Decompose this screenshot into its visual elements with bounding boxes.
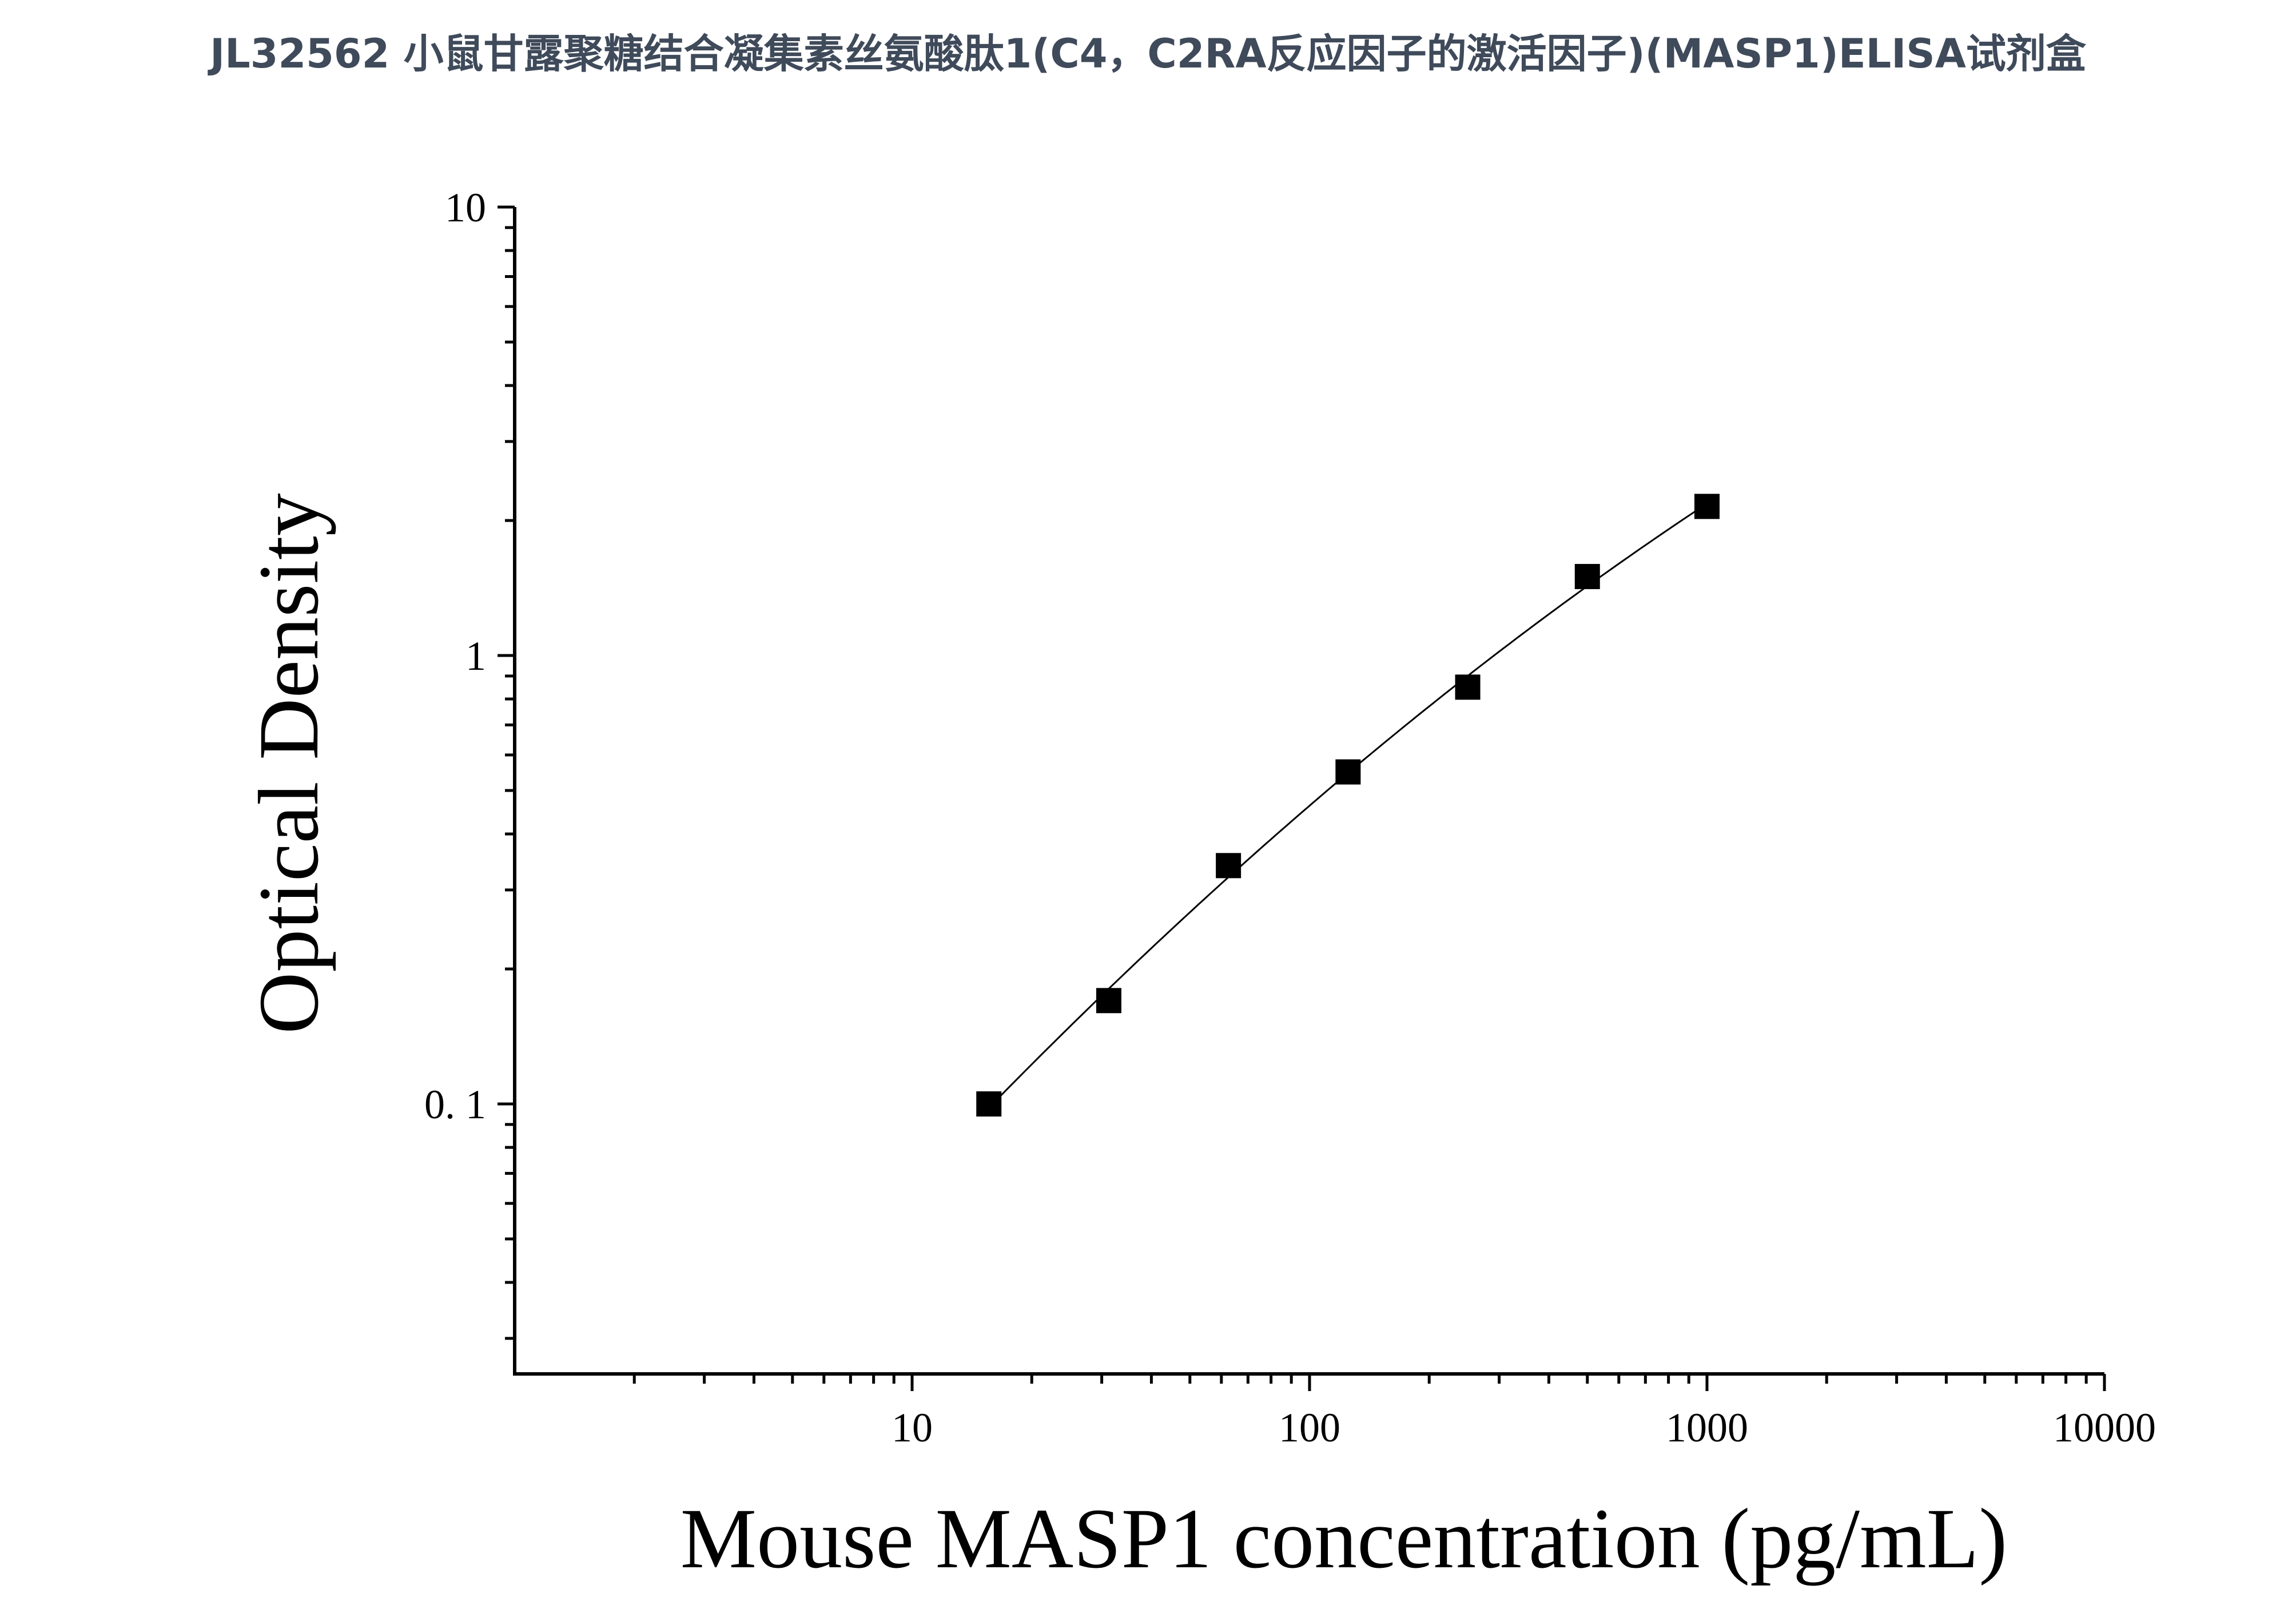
x-tick-label: 10 (892, 1405, 933, 1451)
data-point-marker (1574, 563, 1600, 589)
axes: 10 100 1000 10000 0. 1 1 10 (424, 185, 2156, 1451)
x-tick-label: 10000 (2053, 1405, 2156, 1451)
y-tick-label: 10 (445, 185, 486, 231)
y-axis-title: Optical Density (241, 493, 336, 1034)
data-point-marker (976, 1091, 1002, 1117)
x-axis-title: Mouse MASP1 concentration (pg/mL) (681, 1491, 2008, 1586)
data-point-marker (1694, 494, 1720, 519)
data-point-marker (1216, 853, 1241, 879)
data-point-marker (1455, 674, 1481, 700)
fitted-curve-layer (988, 503, 1708, 1109)
data-points-layer (976, 494, 1720, 1117)
y-tick-label: 1 (465, 633, 486, 679)
page-title: JL32562 小鼠甘露聚糖结合凝集素丝氨酸肽1(C4，C2RA反应因子的激活因… (210, 30, 2086, 77)
fitted-curve-line (988, 503, 1708, 1109)
data-point-marker (1335, 759, 1361, 785)
x-tick-label: 100 (1279, 1405, 1340, 1451)
x-tick-label: 1000 (1666, 1405, 1748, 1451)
data-point-marker (1096, 988, 1121, 1014)
y-tick-label: 0. 1 (424, 1082, 486, 1127)
